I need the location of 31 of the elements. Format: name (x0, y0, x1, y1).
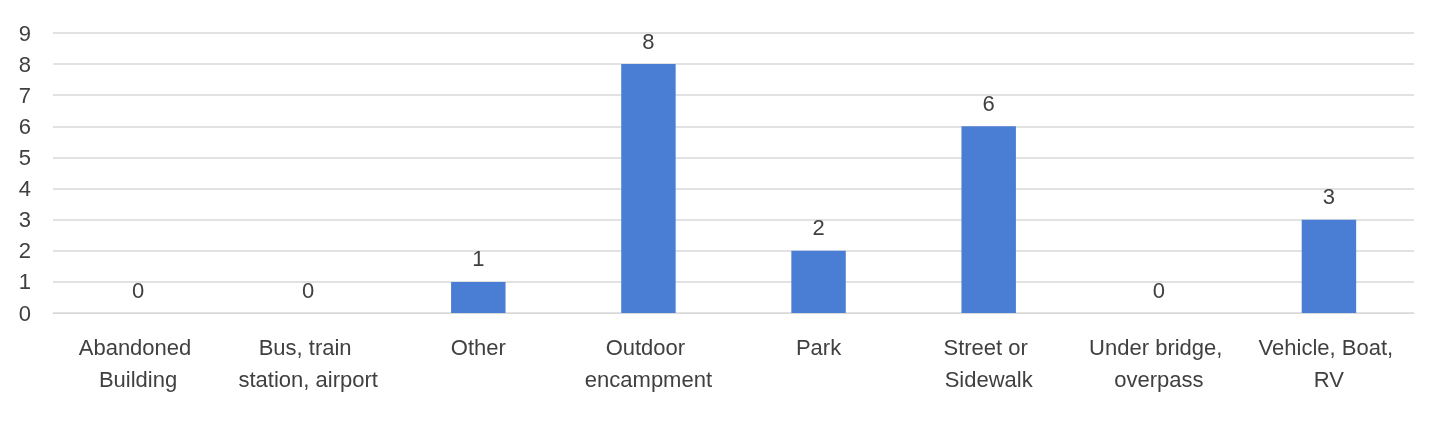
data-label: 0 (302, 277, 315, 303)
data-label: 0 (131, 277, 145, 303)
x-tick-label: Vehicle, Boat, RV (1258, 334, 1400, 392)
x-tick-label: Under bridge, overpass (1089, 334, 1229, 392)
data-label: 0 (1152, 277, 1165, 303)
x-tick-label: Outdoor encampment (584, 334, 713, 392)
y-tick-label: 4 (18, 176, 31, 202)
x-tick-label: Bus, train station, airport (238, 334, 378, 392)
y-tick-label: 8 (18, 51, 31, 77)
data-label: 8 (642, 28, 655, 54)
y-tick-label: 5 (18, 144, 31, 170)
y-tick-label: 0 (18, 300, 31, 326)
y-tick-label: 7 (18, 82, 31, 108)
data-label: 2 (812, 215, 825, 241)
y-tick-label: 6 (18, 113, 31, 139)
data-label: 1 (472, 246, 485, 272)
bar (451, 281, 506, 313)
x-tick-label: Other (450, 334, 506, 360)
y-tick-label: 3 (18, 207, 31, 233)
data-label: 3 (1322, 184, 1336, 210)
x-tick-label: Street or Sidewalk (943, 334, 1034, 392)
bar (791, 250, 846, 313)
y-tick-label: 2 (18, 238, 31, 264)
data-label: 6 (982, 90, 995, 116)
bar (961, 126, 1016, 313)
bar (1301, 219, 1357, 313)
x-tick-label: Park (795, 334, 843, 360)
y-tick-label: 1 (18, 269, 31, 295)
bar (621, 64, 676, 313)
y-tick-label: 9 (18, 20, 31, 46)
x-tick-label: Abandoned Building (78, 334, 198, 392)
